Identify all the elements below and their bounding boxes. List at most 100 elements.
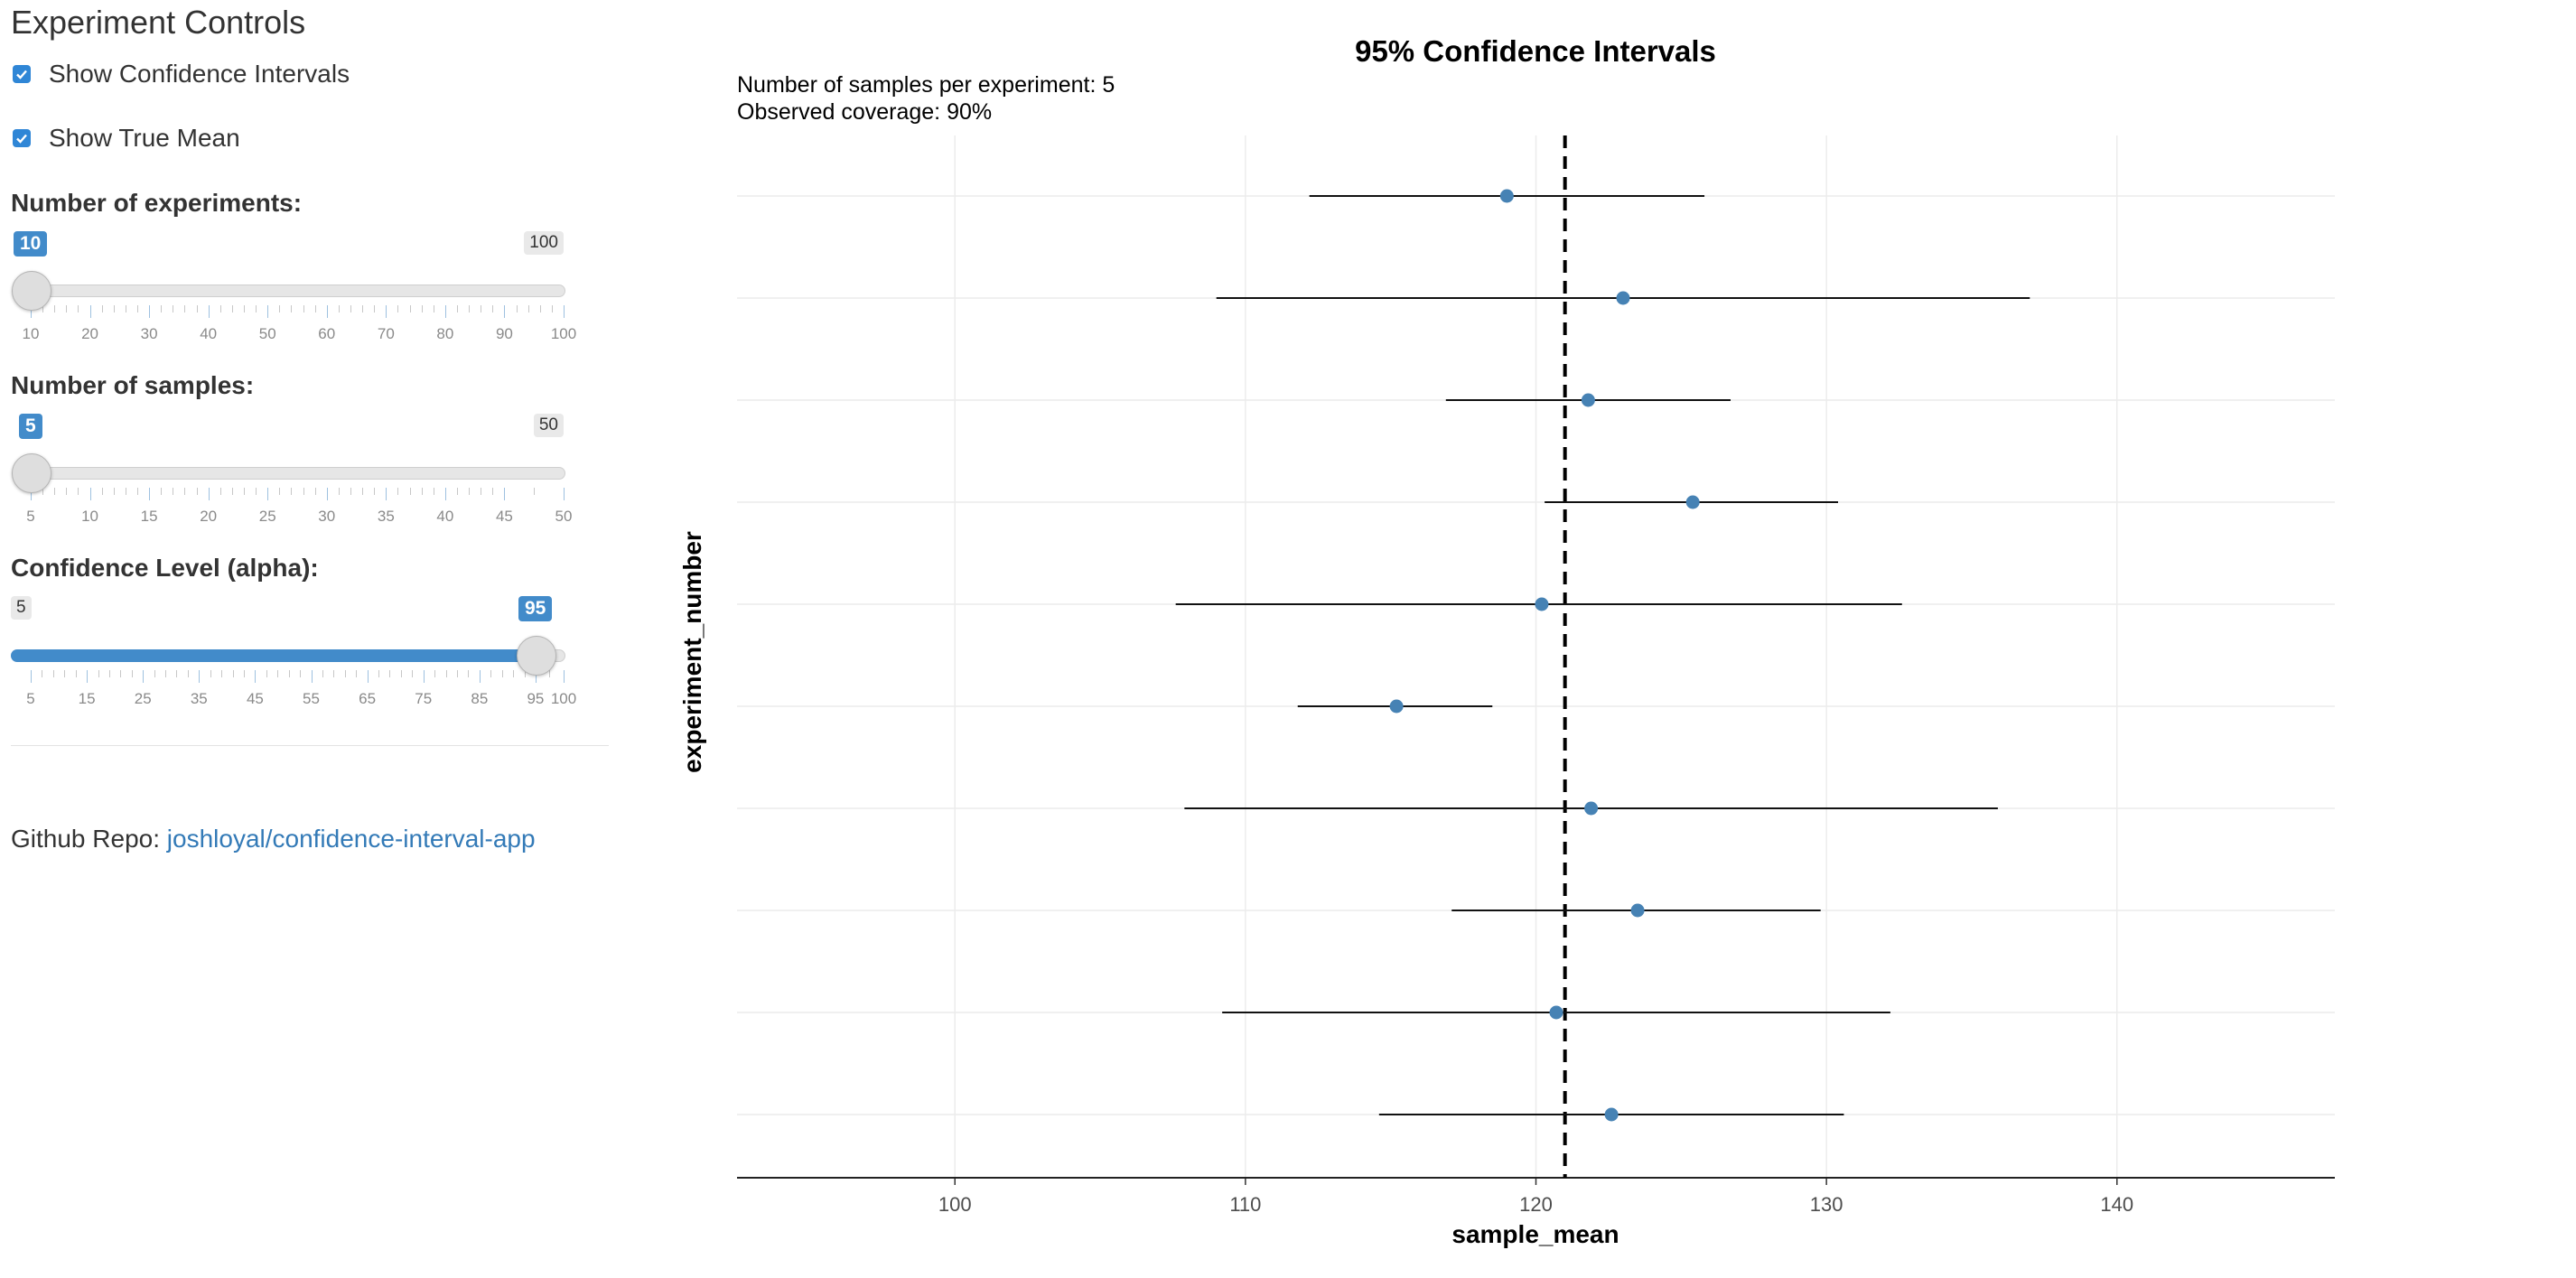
confidence-slider[interactable]: 5 95 5 15 25 35 45 55 65 75 85 95 100 [11, 596, 576, 707]
chart-subtitle-samples: Number of samples per experiment: 5 [737, 72, 1115, 98]
slider-tick-label: 20 [81, 325, 99, 342]
slider-track[interactable] [31, 467, 565, 480]
slider-minor-tick [527, 305, 529, 313]
slider-handle[interactable] [516, 636, 556, 676]
github-repo-link[interactable]: joshloyal/confidence-interval-app [166, 825, 536, 853]
x-axis-label: sample_mean [1451, 1220, 1619, 1248]
slider-minor-tick [468, 670, 470, 677]
checkbox-checked-icon[interactable] [13, 129, 31, 147]
slider-tick [444, 305, 446, 318]
slider-minor-tick [137, 488, 138, 495]
slider-minor-tick [54, 488, 56, 495]
slider-tick [255, 670, 257, 683]
slider-tick [564, 305, 565, 318]
slider-minor-tick [101, 305, 103, 313]
slider-grid: 5 15 25 35 45 55 65 75 85 95 100 [26, 670, 576, 707]
show-ci-checkbox[interactable]: Show Confidence Intervals [11, 60, 350, 89]
x-tick-label: 100 [938, 1193, 972, 1216]
slider-tick [89, 305, 91, 318]
slider-tick-label: 65 [359, 690, 377, 707]
slider-tick [311, 670, 313, 683]
checkbox-checked-icon[interactable] [13, 65, 31, 83]
slider-tick-label: 30 [318, 508, 336, 525]
slider-grid: 10 20 30 40 50 60 70 80 90 100 [23, 305, 576, 342]
slider-minor-tick [210, 670, 211, 677]
slider-minor-tick [196, 488, 198, 495]
slider-minor-tick [232, 670, 234, 677]
slider-tick-label: 15 [78, 690, 96, 707]
slider-minor-tick [549, 670, 551, 677]
slider-tick-label: 40 [436, 508, 454, 525]
slider-minor-tick [231, 488, 233, 495]
slider-minor-tick [501, 670, 503, 677]
slider-minor-tick [42, 488, 44, 495]
slider-tick-label: 90 [495, 325, 513, 342]
slider-tick-label: 100 [550, 690, 577, 707]
confidence-slider-label: Confidence Level (alpha): [11, 554, 319, 582]
slider-minor-tick [492, 488, 494, 495]
slider-minor-tick [98, 670, 99, 677]
slider-minor-tick [256, 305, 257, 313]
samples-slider-label: Number of samples: [11, 371, 255, 399]
slider-minor-tick [350, 488, 351, 495]
slider-minor-tick [539, 305, 541, 313]
slider-tick-label: 15 [140, 508, 158, 525]
slider-tick [267, 305, 269, 318]
slider-handle[interactable] [12, 271, 51, 311]
slider-track[interactable] [31, 285, 565, 297]
slider-minor-tick [469, 488, 471, 495]
sample-mean-point [1616, 291, 1630, 305]
slider-minor-tick [492, 305, 494, 313]
slider-tick [504, 488, 506, 500]
slider-minor-tick [161, 488, 163, 495]
sidebar-panel: Experiment Controls Show Confidence Inte… [11, 0, 616, 1273]
panel-title: Experiment Controls [11, 4, 306, 41]
chart-title: 95% Confidence Intervals [1355, 34, 1716, 68]
slider-minor-tick [231, 305, 233, 313]
slider-minor-tick [196, 305, 198, 313]
slider-tick-label: 80 [436, 325, 454, 342]
slider-tick [199, 670, 201, 683]
slider-minor-tick [457, 488, 458, 495]
slider-minor-tick [338, 305, 340, 313]
slider-minor-tick [397, 488, 399, 495]
sample-mean-point [1389, 699, 1404, 714]
slider-minor-tick [256, 488, 257, 495]
y-axis-label: experiment_number [678, 531, 706, 773]
slider-tick-label: 70 [377, 325, 395, 342]
slider-max-label: 100 [524, 231, 564, 255]
confidence-interval-chart: 95% Confidence Intervals Number of sampl… [678, 34, 2335, 1248]
experiments-slider[interactable]: 100 10 10 20 30 40 50 60 70 80 90 100 [11, 231, 576, 342]
samples-slider[interactable]: 50 5 5 10 15 20 25 30 35 40 45 50 [11, 414, 572, 525]
slider-minor-tick [64, 670, 66, 677]
show-true-mean-checkbox[interactable]: Show True Mean [11, 124, 240, 153]
slider-minor-tick [78, 305, 79, 313]
slider-minor-tick [350, 305, 351, 313]
slider-minor-tick [165, 670, 167, 677]
slider-minor-tick [154, 670, 155, 677]
slider-tick [31, 670, 32, 683]
github-repo-line: Github Repo: joshloyal/confidence-interv… [11, 825, 536, 854]
slider-tick [208, 488, 210, 500]
slider-tick [31, 305, 32, 318]
slider-tick [326, 488, 328, 500]
slider-max-label: 50 [533, 414, 564, 437]
slider-minor-tick [400, 670, 402, 677]
slider-minor-tick [279, 305, 281, 313]
slider-minor-tick [333, 670, 335, 677]
sample-mean-point [1630, 903, 1645, 918]
slider-minor-tick [457, 305, 458, 313]
slider-minor-tick [445, 670, 447, 677]
slider-minor-tick [244, 670, 245, 677]
slider-minor-tick [113, 305, 115, 313]
chart-subtitle-coverage: Observed coverage: 90% [737, 99, 992, 125]
slider-minor-tick [184, 305, 186, 313]
slider-minor-tick [374, 305, 376, 313]
slider-minor-tick [291, 488, 293, 495]
slider-tick-label: 55 [303, 690, 320, 707]
slider-tick [535, 670, 537, 683]
slider-tick-label: 25 [258, 508, 276, 525]
slider-handle[interactable] [12, 453, 51, 493]
slider-tick [87, 670, 89, 683]
slider-tick [444, 488, 446, 500]
